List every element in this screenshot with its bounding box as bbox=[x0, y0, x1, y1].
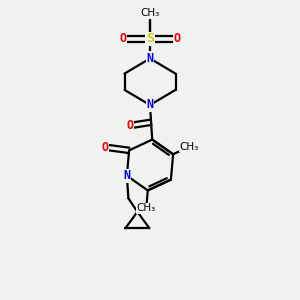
Text: O: O bbox=[101, 141, 109, 154]
Text: N: N bbox=[146, 98, 154, 112]
Text: N: N bbox=[146, 52, 154, 65]
Text: CH₃: CH₃ bbox=[136, 203, 156, 213]
Text: O: O bbox=[173, 32, 181, 46]
Text: CH₃: CH₃ bbox=[180, 142, 199, 152]
Text: O: O bbox=[127, 119, 134, 132]
Text: N: N bbox=[123, 169, 130, 182]
Text: O: O bbox=[119, 32, 127, 46]
Text: S: S bbox=[146, 32, 154, 46]
Text: CH₃: CH₃ bbox=[140, 8, 160, 18]
